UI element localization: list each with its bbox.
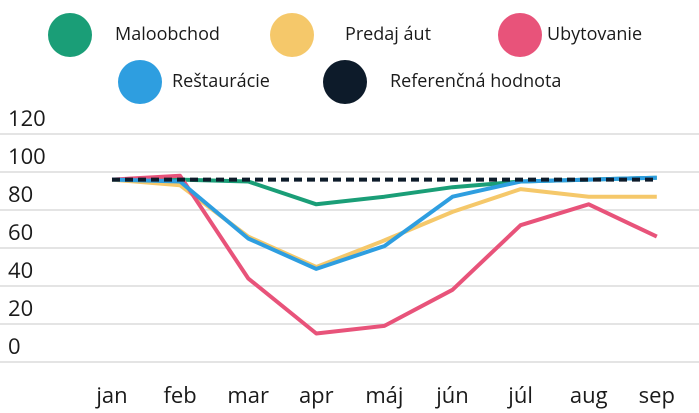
x-tick-label: feb — [163, 380, 196, 410]
legend-swatch — [323, 60, 367, 104]
y-tick-label: 40 — [8, 255, 33, 285]
legend-swatch — [498, 13, 542, 57]
x-tick-label: apr — [299, 380, 334, 410]
legend-label: Predaj áut — [345, 22, 431, 46]
legend-swatch — [118, 60, 162, 104]
legend-label: Maloobchod — [115, 22, 220, 46]
y-tick-label: 20 — [8, 293, 33, 323]
x-tick-label: júl — [506, 380, 533, 410]
legend-swatch — [48, 13, 92, 57]
y-tick-label: 80 — [8, 179, 33, 209]
x-tick-label: jún — [434, 380, 469, 410]
y-tick-label: 120 — [8, 103, 46, 133]
x-tick-label: mar — [227, 380, 269, 410]
legend-label: Referenčná hodnota — [390, 69, 561, 93]
y-tick-label: 0 — [8, 331, 21, 361]
y-tick-label: 100 — [8, 141, 46, 171]
x-tick-label: aug — [570, 380, 608, 410]
x-tick-label: jan — [94, 380, 127, 410]
series-line — [111, 173, 658, 336]
legend-label: Reštaurácie — [172, 69, 270, 93]
y-tick-label: 60 — [8, 217, 33, 247]
legend-swatch — [270, 13, 314, 57]
series-line — [111, 175, 657, 271]
legend-label: Ubytovanie — [547, 22, 642, 46]
x-tick-label: sep — [639, 380, 675, 410]
x-tick-label: máj — [365, 380, 403, 410]
